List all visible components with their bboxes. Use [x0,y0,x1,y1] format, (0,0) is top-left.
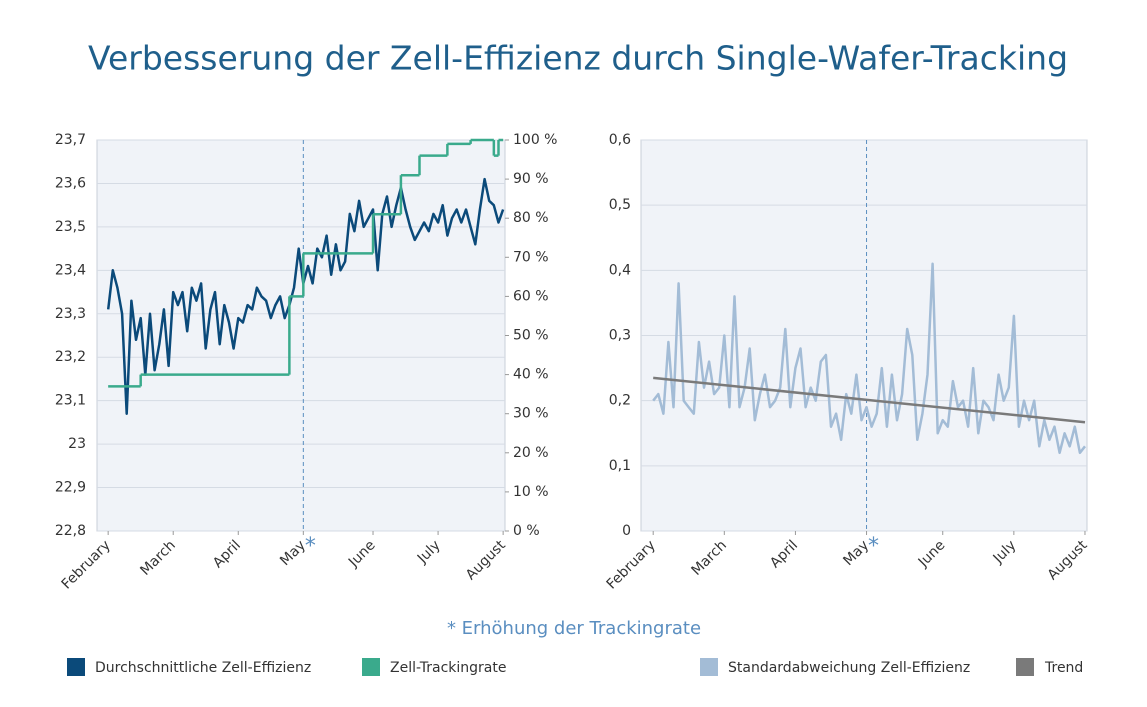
y-tick-label: 23,7 [55,132,86,148]
series-line [106,177,505,415]
marker: * [305,534,316,559]
y-tick-label: 23,6 [55,175,86,191]
y-tick-label: 23,3 [55,306,86,322]
y-tick-label: 23,2 [55,349,86,365]
annotation: * Erhöhung der Trackingrate [447,618,701,639]
y2-tick-label: 40 % [513,367,549,383]
y2-tick-label: 80 % [513,210,549,226]
x-tick-label: August [1045,537,1091,583]
x-tick-label: March [688,537,729,578]
legend-label: Durchschnittliche Zell-Effizienz [95,660,311,676]
legend-label: Trend [1044,660,1083,676]
y-tick-label: 23 [68,436,86,452]
y-tick-label: 23,1 [55,393,86,409]
y2-tick-label: 70 % [513,249,549,265]
y-tick-label: 0,6 [609,132,631,148]
legend-swatch [700,658,718,676]
x-tick-label: February [59,537,114,592]
y2-tick-label: 50 % [513,328,549,344]
y2-tick-label: 0 % [513,523,540,539]
y2-tick-label: 60 % [513,288,549,304]
legend-label: Standardabweichung Zell-Effizienz [728,660,970,676]
x-tick-label: June [915,537,949,571]
y2-tick-label: 90 % [513,171,549,187]
y-tick-label: 0,3 [609,328,631,344]
y-tick-label: 0 [622,523,631,539]
y-tick-label: 0,4 [609,262,631,278]
y-tick-label: 0,1 [609,458,631,474]
y2-tick-label: 30 % [513,406,549,422]
series-line [652,262,1086,455]
x-tick-label: July [414,537,444,567]
legend-swatch [67,658,85,676]
y-tick-label: 23,5 [55,219,86,235]
legend-swatch [1016,658,1034,676]
y-tick-label: 0,2 [609,393,631,409]
x-tick-label: February [604,537,659,592]
title: Verbesserung der Zell-Effizienz durch Si… [88,39,1068,78]
x-tick-label: April [210,537,244,571]
y2-tick-label: 20 % [513,445,549,461]
plot-area [96,139,506,532]
marker: * [868,534,879,559]
y2-tick-label: 100 % [513,132,557,148]
y2-tick-label: 10 % [513,484,549,500]
x-tick-label: June [345,537,379,571]
y-tick-label: 0,5 [609,197,631,213]
x-tick-label: April [767,537,801,571]
x-tick-label: July [990,537,1020,567]
x-tick-label: August [463,537,509,583]
y-tick-label: 22,8 [55,523,86,539]
legend-swatch [362,658,380,676]
legend-label: Zell-Trackingrate [390,660,506,676]
y-tick-label: 23,4 [55,262,86,278]
x-tick-label: March [137,537,178,578]
series-line [653,376,1086,424]
y-tick-label: 22,9 [55,480,86,496]
